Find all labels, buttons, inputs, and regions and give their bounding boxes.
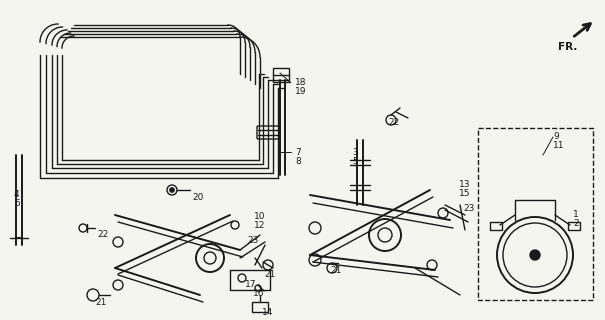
Text: 17: 17 [245,280,257,289]
Bar [478,128,593,300]
Text: 18: 18 [295,78,307,87]
Text: 11: 11 [553,141,564,150]
Text: 2: 2 [573,219,578,228]
Text: 23: 23 [247,236,258,245]
Bar [490,222,502,230]
Text: 23: 23 [463,204,474,213]
Text: 14: 14 [262,308,273,317]
Text: 10: 10 [254,212,266,221]
Text: 4: 4 [14,190,19,199]
Circle shape [530,250,540,260]
Text: 6: 6 [14,199,20,208]
Bar [273,68,289,82]
Text: 20: 20 [192,193,203,202]
Text: 19: 19 [295,87,307,96]
Bar [568,222,580,230]
Circle shape [169,188,174,193]
Text: 5: 5 [352,157,358,166]
Text: 13: 13 [459,180,471,189]
Text: 9: 9 [553,132,559,141]
Text: 15: 15 [459,189,471,198]
Text: 1: 1 [573,210,579,219]
Text: 22: 22 [388,118,399,127]
Text: 22: 22 [97,230,108,239]
Text: 3: 3 [352,148,358,157]
Text: 21: 21 [95,298,106,307]
Text: 16: 16 [253,289,264,298]
Text: 7: 7 [295,148,301,157]
Bar [252,302,268,312]
Text: 12: 12 [254,221,266,230]
Text: 8: 8 [295,157,301,166]
Text: 21: 21 [330,266,341,275]
Text: FR.: FR. [558,42,578,52]
Text: 21: 21 [264,270,275,279]
